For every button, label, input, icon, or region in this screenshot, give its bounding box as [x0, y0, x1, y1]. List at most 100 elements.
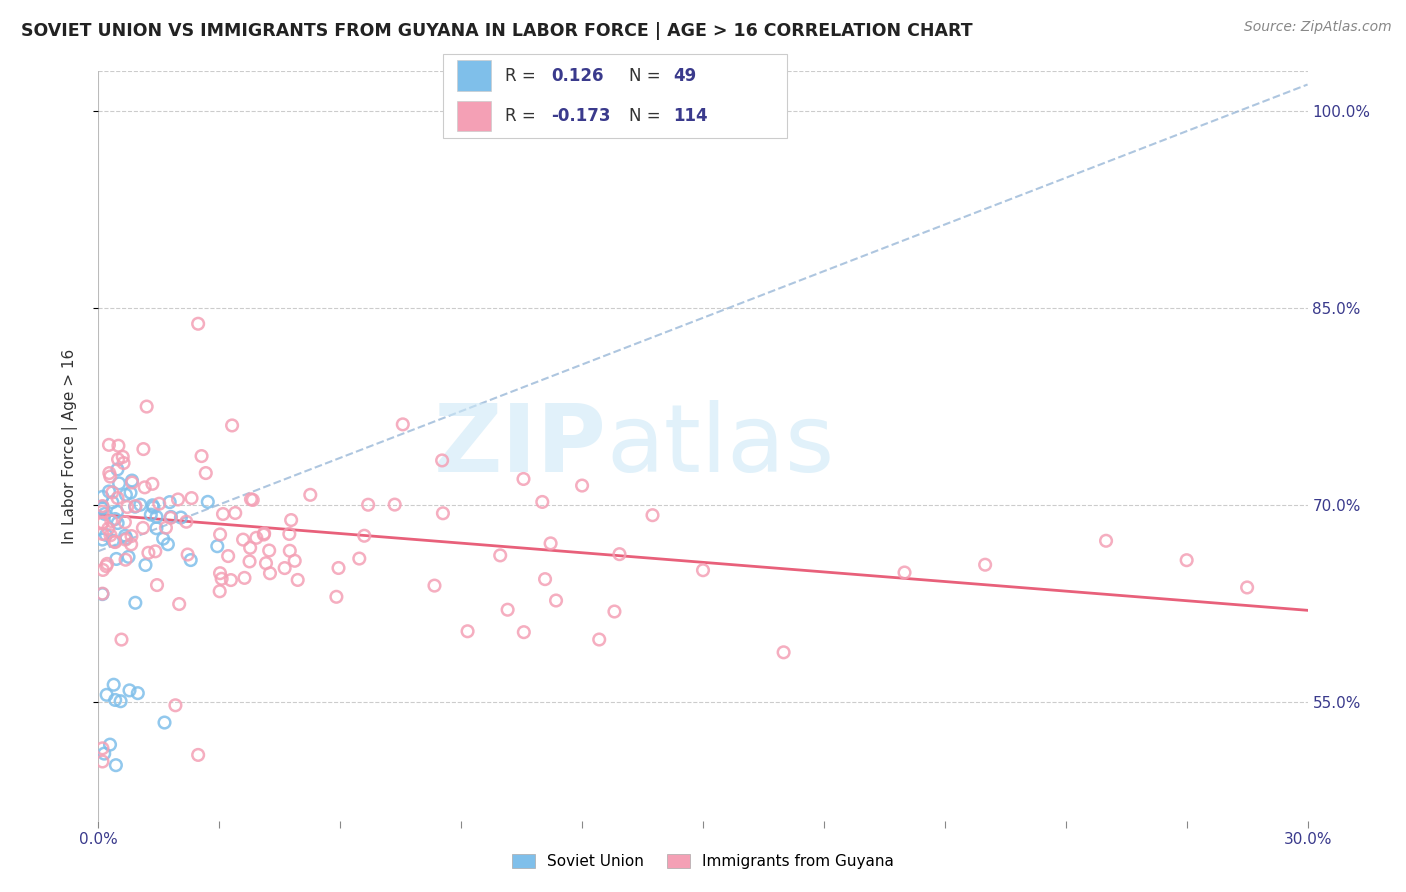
Text: ZIP: ZIP — [433, 400, 606, 492]
Point — [105, 552, 128, 566]
FancyBboxPatch shape — [457, 61, 491, 91]
Point — [142, 500, 165, 515]
Point — [97, 522, 120, 536]
Point — [120, 537, 142, 551]
Point — [96, 557, 118, 571]
Point — [974, 558, 997, 572]
Point — [160, 510, 183, 524]
Point — [108, 476, 131, 491]
Point — [91, 741, 114, 756]
Point — [134, 480, 156, 494]
Y-axis label: In Labor Force | Age > 16: In Labor Force | Age > 16 — [62, 349, 77, 543]
Point — [221, 418, 243, 433]
Point — [121, 475, 143, 490]
Point — [100, 528, 122, 542]
Point — [145, 509, 167, 524]
Point — [104, 758, 127, 772]
Point — [167, 597, 190, 611]
Point — [120, 485, 142, 500]
Point — [115, 531, 138, 545]
Point — [104, 534, 127, 549]
Point — [107, 439, 129, 453]
Point — [91, 587, 114, 601]
Point — [391, 417, 413, 432]
Point — [110, 632, 132, 647]
Point — [207, 539, 229, 553]
Text: Source: ZipAtlas.com: Source: ZipAtlas.com — [1244, 20, 1392, 34]
Point — [1236, 581, 1258, 595]
Point — [159, 511, 181, 525]
Point — [121, 474, 143, 488]
Point — [278, 543, 301, 558]
Point — [101, 485, 124, 500]
Point — [146, 578, 169, 592]
Point — [134, 558, 156, 572]
Point — [641, 508, 664, 523]
Point — [104, 535, 127, 549]
Point — [107, 452, 129, 467]
Point — [111, 450, 134, 464]
Point — [142, 499, 165, 513]
Point — [571, 478, 593, 492]
Point — [284, 554, 307, 568]
Point — [328, 561, 350, 575]
Point — [531, 495, 554, 509]
Text: atlas: atlas — [606, 400, 835, 492]
Point — [273, 561, 295, 575]
Point — [152, 532, 174, 546]
Point — [135, 400, 157, 414]
FancyBboxPatch shape — [457, 101, 491, 131]
Point — [145, 521, 167, 535]
Point — [94, 528, 117, 542]
Point — [513, 625, 536, 640]
Point — [197, 495, 219, 509]
Point — [512, 472, 534, 486]
Point — [124, 500, 146, 514]
Point — [91, 499, 114, 513]
Point — [124, 596, 146, 610]
Point — [91, 533, 114, 547]
Point — [239, 541, 262, 555]
Point — [98, 438, 121, 452]
Point — [148, 497, 170, 511]
Text: N =: N = — [628, 107, 666, 125]
Point — [692, 563, 714, 577]
Point — [117, 549, 139, 564]
Point — [91, 755, 114, 769]
Point — [104, 693, 127, 707]
Point — [180, 491, 202, 505]
Point — [101, 533, 124, 548]
Point — [165, 698, 187, 713]
Point — [91, 490, 114, 504]
Point — [91, 501, 114, 516]
Point — [100, 514, 122, 528]
Point — [143, 544, 166, 558]
Point — [325, 590, 347, 604]
Point — [353, 529, 375, 543]
Point — [772, 645, 794, 659]
Point — [91, 505, 114, 519]
Point — [239, 492, 262, 507]
Point — [121, 529, 143, 543]
Point — [496, 603, 519, 617]
Point — [96, 688, 118, 702]
Point — [107, 491, 129, 505]
Point — [167, 492, 190, 507]
Point — [139, 508, 162, 522]
Point — [101, 495, 124, 509]
Point — [280, 513, 302, 527]
Point — [138, 546, 160, 560]
Point — [212, 507, 235, 521]
Point — [540, 536, 562, 550]
Point — [208, 584, 231, 599]
Point — [98, 469, 121, 483]
Point — [287, 573, 309, 587]
Point — [209, 527, 232, 541]
Point — [299, 488, 322, 502]
Point — [588, 632, 610, 647]
Text: SOVIET UNION VS IMMIGRANTS FROM GUYANA IN LABOR FORCE | AGE > 16 CORRELATION CHA: SOVIET UNION VS IMMIGRANTS FROM GUYANA I… — [21, 22, 973, 40]
Point — [253, 526, 276, 541]
Point — [91, 587, 114, 601]
Text: R =: R = — [505, 67, 541, 85]
Point — [156, 537, 179, 551]
